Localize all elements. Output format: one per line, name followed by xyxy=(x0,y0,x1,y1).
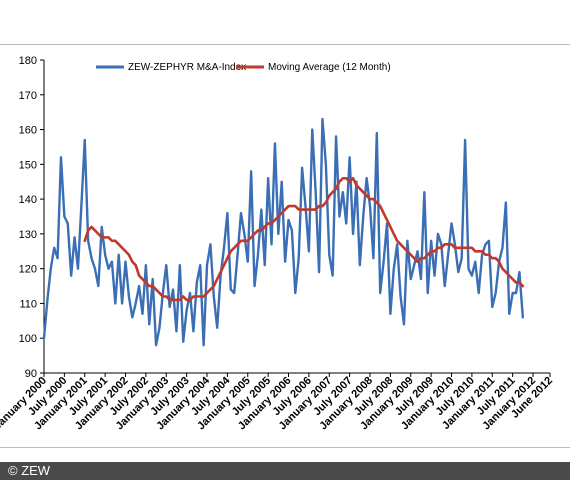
legend: ZEW-ZEPHYR M&A-Index Moving Average (12 M… xyxy=(96,62,391,73)
y-tick-label: 150 xyxy=(19,159,37,171)
y-tick-label: 140 xyxy=(19,194,37,206)
line-chart: ZEW-ZEPHYR M&A-Index Moving Average (12 M… xyxy=(0,55,555,432)
y-tick-label: 130 xyxy=(19,229,37,241)
y-tick-label: 110 xyxy=(19,298,37,310)
legend-label-ma: Moving Average (12 Month) xyxy=(268,62,391,73)
copyright-footer: © ZEW xyxy=(0,462,570,480)
series-layer xyxy=(42,117,525,347)
y-tick-label: 120 xyxy=(19,264,37,276)
moving-average-line xyxy=(83,176,525,302)
y-tick-label: 90 xyxy=(25,368,37,380)
y-axis: 90 100 110 120 130 140 150 160 170 180 xyxy=(19,55,45,380)
y-tick-label: 100 xyxy=(19,333,37,345)
y-tick-label: 160 xyxy=(19,125,37,137)
index-series-line xyxy=(42,117,525,347)
legend-label-index: ZEW-ZEPHYR M&A-Index xyxy=(128,62,246,73)
copyright-text: © ZEW xyxy=(8,463,51,478)
y-tick-label: 170 xyxy=(19,90,37,102)
bottom-divider xyxy=(0,447,570,448)
top-divider xyxy=(0,44,570,45)
y-tick-label: 180 xyxy=(19,55,37,67)
